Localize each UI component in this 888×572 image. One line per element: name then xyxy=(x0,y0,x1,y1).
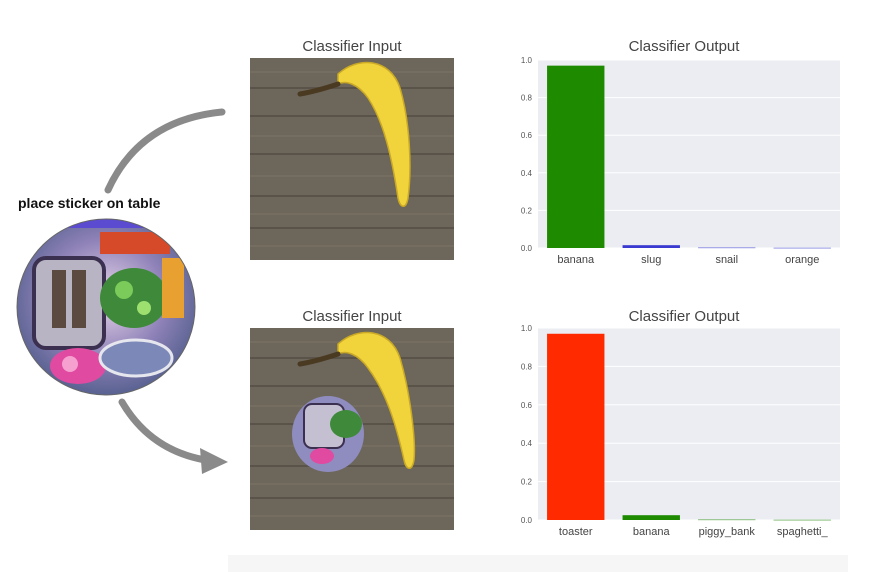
x-tick-label: piggy_bank xyxy=(699,526,756,538)
banana-shape xyxy=(337,331,416,469)
banana-shape xyxy=(337,61,411,207)
x-tick-label: toaster xyxy=(559,526,593,538)
y-tick-label: 0.4 xyxy=(521,439,533,448)
y-tick-label: 0.4 xyxy=(521,169,533,178)
upper-curved-arrow xyxy=(104,108,226,194)
x-tick-label: spaghetti_ xyxy=(777,526,829,538)
curved-arrows-graphic xyxy=(104,108,228,474)
x-tick-label: slug xyxy=(641,254,661,266)
bar-snail xyxy=(698,247,756,249)
bar-toaster xyxy=(547,333,605,520)
y-tick-label: 0.0 xyxy=(521,516,533,525)
lower-curved-arrow xyxy=(118,398,209,464)
x-tick-label: orange xyxy=(785,254,819,266)
adversarial-sticker xyxy=(16,218,196,396)
y-tick-label: 1.0 xyxy=(521,324,533,333)
y-tick-label: 0.0 xyxy=(521,244,533,253)
y-tick-label: 0.6 xyxy=(521,401,533,410)
x-tick-label: banana xyxy=(633,526,671,538)
bar-banana xyxy=(622,515,680,520)
bar-spaghetti_ xyxy=(773,519,831,521)
bar-piggy_bank xyxy=(698,519,756,521)
top-input-title: Classifier Input xyxy=(302,38,402,55)
bar-banana xyxy=(547,65,605,248)
bar-slug xyxy=(622,245,680,248)
lower-arrowhead-icon xyxy=(200,448,228,474)
top-output-title: Classifier Output xyxy=(628,38,740,55)
y-tick-label: 0.8 xyxy=(521,362,533,371)
bar-orange xyxy=(773,247,831,249)
bottom-strip xyxy=(228,555,848,572)
bar-chart-svg: 0.0 0.2 0.4 0.6 0.8 1.0 toaster banana piggy_ban… xyxy=(521,324,840,538)
arrows xyxy=(0,0,240,572)
y-tick-label: 0.2 xyxy=(521,478,533,487)
sticker-on-table xyxy=(292,396,364,472)
bottom-input-title: Classifier Input xyxy=(302,308,402,325)
top-input-photo xyxy=(250,58,454,260)
bottom-output-chart: 0.0 0.2 0.4 0.6 0.8 1.0 toaster banana piggy_ban… xyxy=(508,320,840,550)
bottom-output-title: Classifier Output xyxy=(628,308,740,325)
top-output-chart: 0.0 0.2 0.4 0.6 0.8 1.0 banana slug snail orange xyxy=(508,52,840,278)
bottom-input-photo xyxy=(250,328,454,530)
y-tick-label: 0.2 xyxy=(521,206,533,215)
y-tick-label: 0.6 xyxy=(521,131,533,140)
bar-chart-svg: 0.0 0.2 0.4 0.6 0.8 1.0 banana slug snail orange xyxy=(521,56,840,266)
sticker-caption: place sticker on table xyxy=(18,195,161,211)
x-tick-label: snail xyxy=(715,254,738,266)
y-tick-label: 0.8 xyxy=(521,94,533,103)
x-tick-label: banana xyxy=(557,254,595,266)
y-tick-label: 1.0 xyxy=(521,56,533,65)
